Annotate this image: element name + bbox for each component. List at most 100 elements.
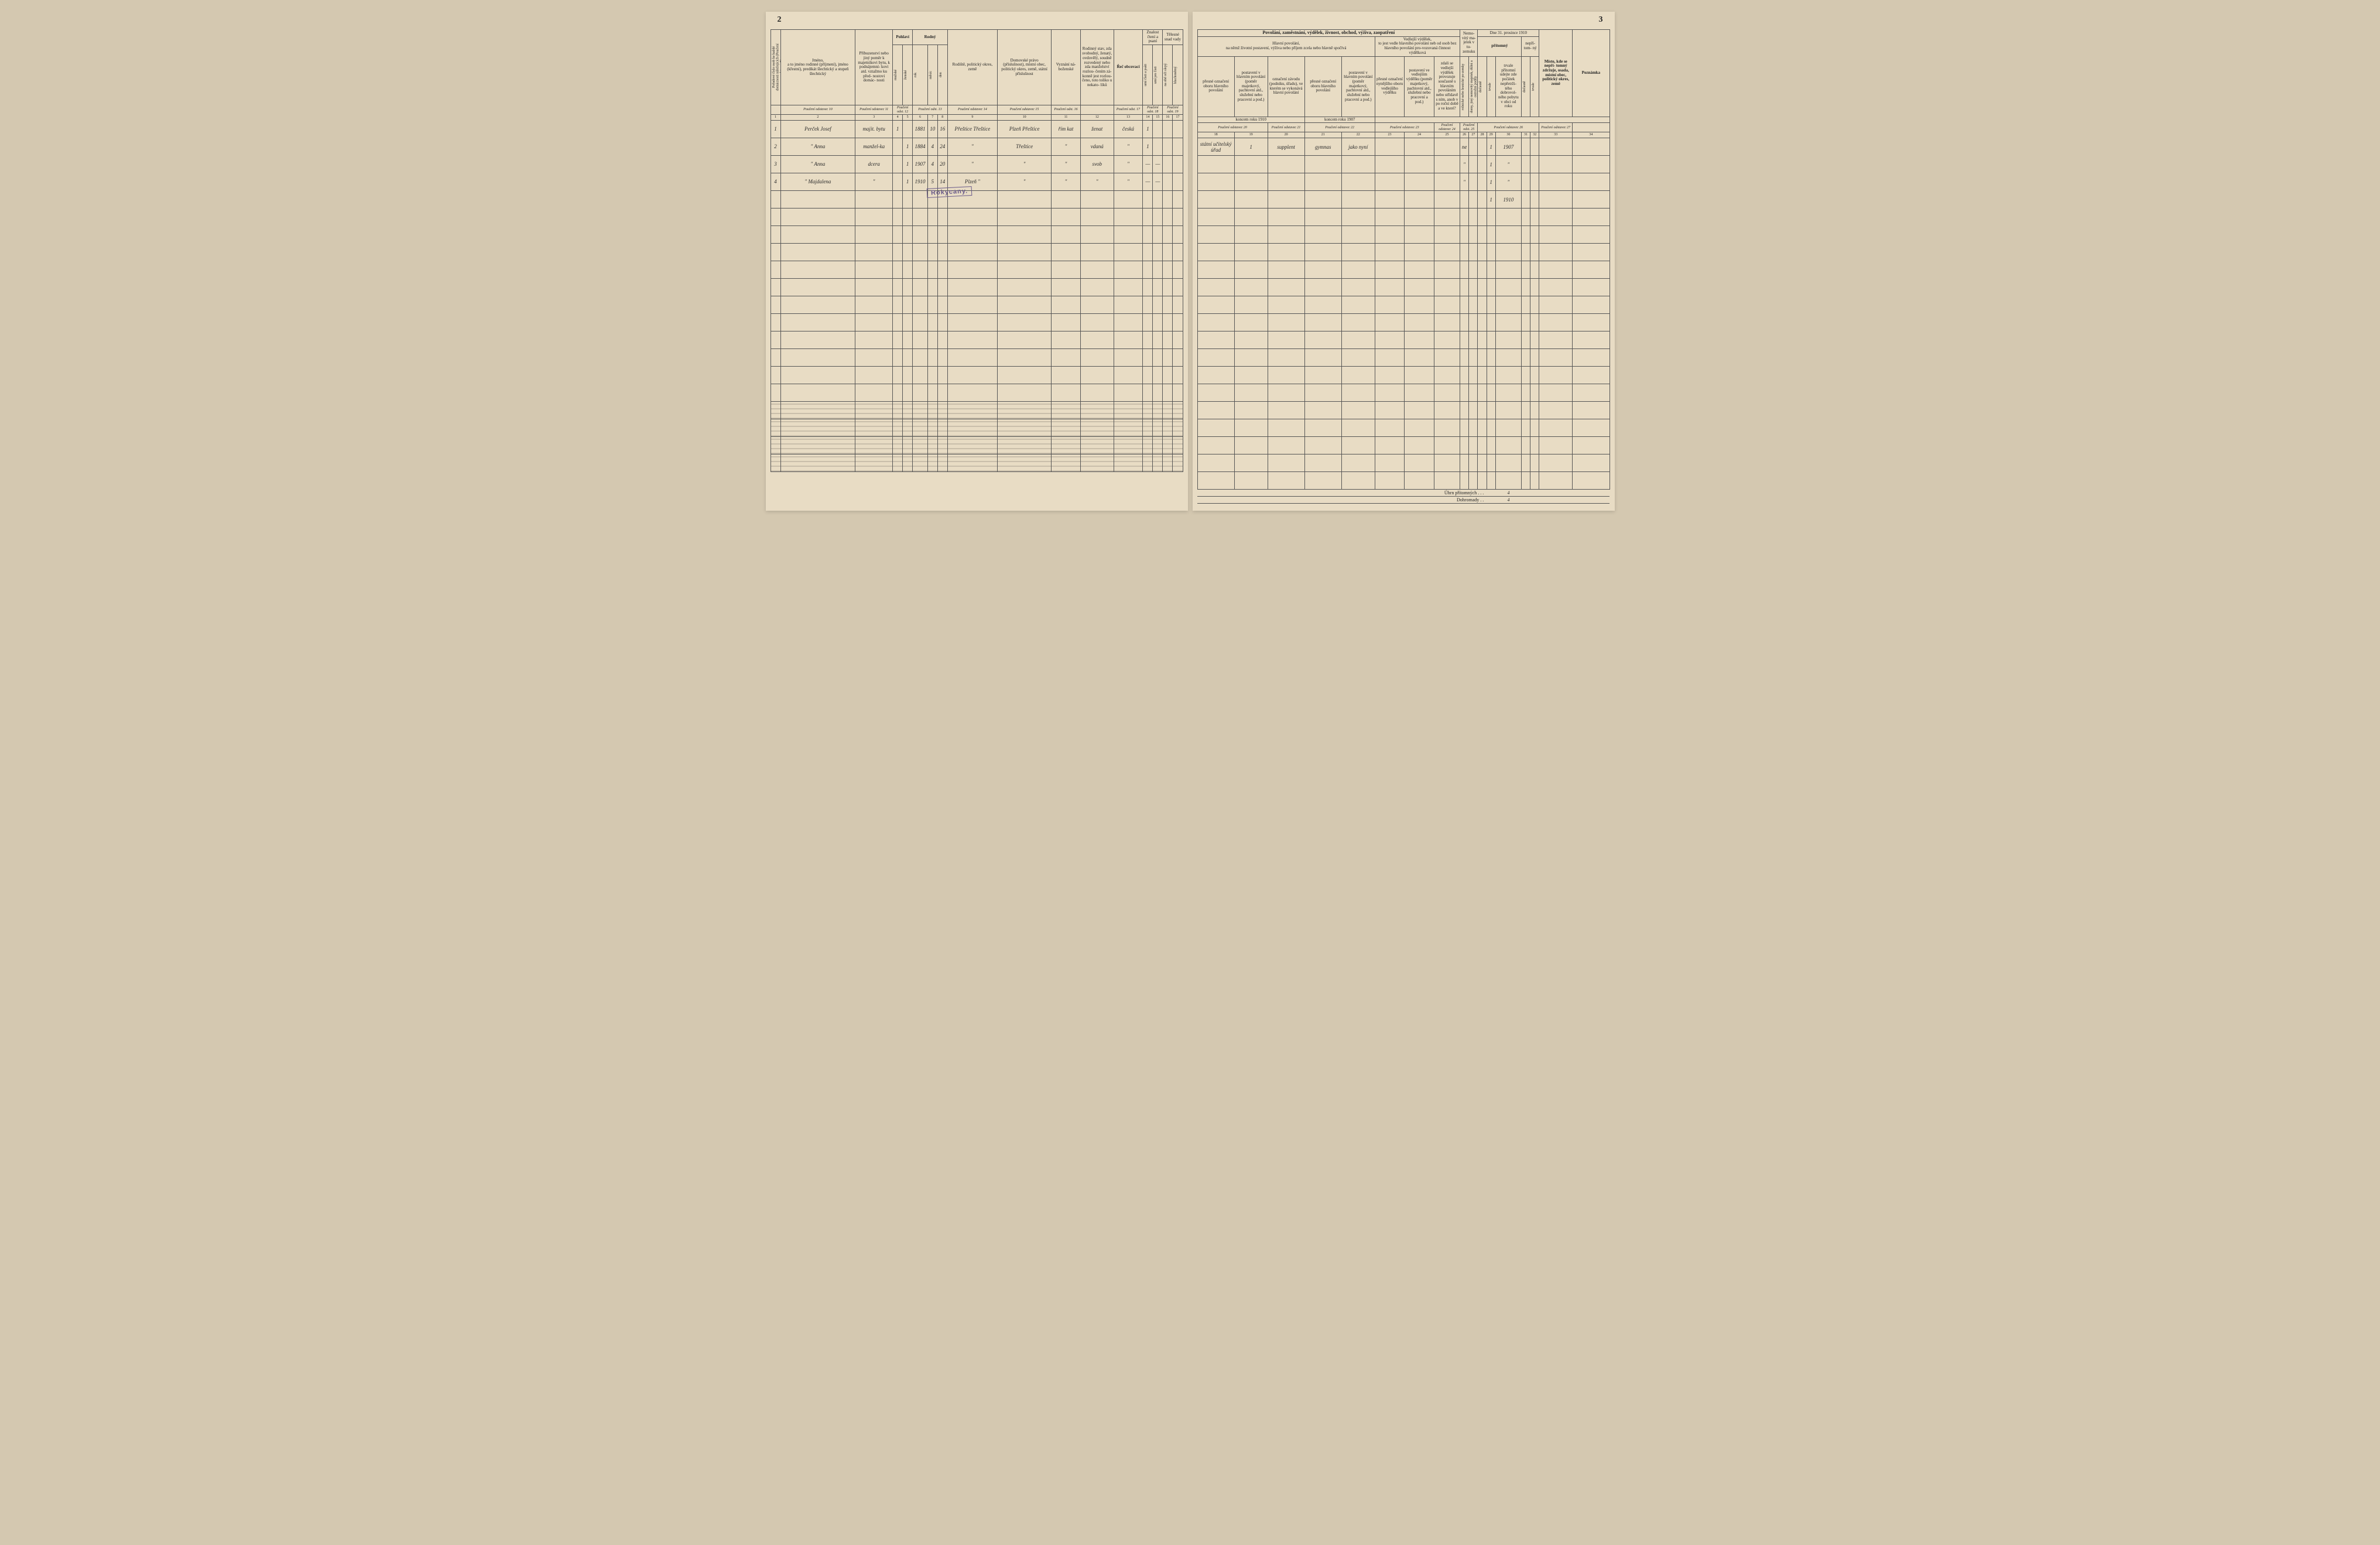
cell [1375,173,1405,191]
cell [1460,454,1469,472]
cell [1341,472,1375,490]
table-row [770,384,1183,401]
cell [1573,173,1610,191]
cell [1521,138,1530,156]
cell [1521,367,1530,384]
cell [1268,226,1304,244]
cell [770,225,780,243]
cell [780,384,855,401]
cell [1173,155,1183,173]
cell [1268,208,1304,226]
cell: — [1143,173,1153,190]
cell [1469,138,1478,156]
cell [1114,208,1143,225]
cell [1080,384,1114,401]
table-row: 2" Annamanžel-ka11884424"Třeštice"vdaná"… [770,138,1183,155]
cell [855,384,893,401]
cell [1487,367,1495,384]
instr-12: Poučení odst. 12 [893,105,913,115]
cell [1268,191,1304,208]
hdr-c18: přesné označení oboru hlavního povolání [1197,56,1234,117]
cell [1052,243,1081,261]
cell: Přeštice Třeštice [947,120,997,138]
cell [937,243,947,261]
instr-26: Poučení odstavec 26 [1478,123,1539,132]
cell [1530,402,1539,419]
hdr-trv2: trvale [1532,57,1536,116]
hdr-k1910: koncem roku 1910 [1197,117,1304,123]
cell [1375,191,1405,208]
cell [1478,437,1487,454]
col-num: 2 [780,115,855,121]
cell [1173,331,1183,348]
cell: Perček Josef [780,120,855,138]
table-row [770,190,1183,208]
cell [1234,454,1268,472]
cell: supplent [1268,138,1304,156]
cell [1539,173,1573,191]
cell [1304,191,1341,208]
cell [1495,279,1521,296]
cell [903,225,913,243]
cell [903,120,913,138]
left-page: 2 Pořadové číslo osob ke každé domácnost… [766,12,1188,511]
cell [1478,226,1487,244]
cell [1478,472,1487,490]
cell [1521,384,1530,402]
cell [1539,244,1573,261]
cell [1375,208,1405,226]
cell [1375,331,1405,349]
cell [1434,156,1460,173]
cell [913,436,928,454]
cell [1153,454,1163,471]
cell [913,454,928,471]
cell [1539,138,1573,156]
cell [997,313,1051,331]
cell: 10 [927,120,937,138]
col-num: 6 [913,115,928,121]
cell [1234,384,1268,402]
cell [1375,279,1405,296]
cell [1521,349,1530,367]
cell [1143,261,1153,278]
cell [893,348,903,366]
cell [1052,366,1081,384]
cell [927,296,937,313]
hdr-c20: označení závodu (podniku, úřadu), ve kte… [1268,56,1304,117]
cell [1434,384,1460,402]
cell [1487,419,1495,437]
cell [1163,261,1173,278]
cell [1460,314,1469,331]
table-row [770,331,1183,348]
cell [1469,191,1478,208]
cell [1521,279,1530,296]
cell [937,401,947,419]
cell [770,366,780,384]
cell [937,296,947,313]
cell [1163,225,1173,243]
cell [1114,454,1143,471]
cell [1163,190,1173,208]
dohro-label: Dohromady . . [1197,497,1495,504]
cell: " Anna [780,138,855,155]
cell [1268,296,1304,314]
cell [1487,402,1495,419]
cell: — [1153,173,1163,190]
hdr-prib: Příbuzenství nebo jiný poměr k majetníko… [855,30,893,105]
cell [1530,173,1539,191]
cell [770,331,780,348]
cell [1487,226,1495,244]
cell [1197,367,1234,384]
cell [937,208,947,225]
cell [1539,279,1573,296]
cell [1539,226,1573,244]
cell [947,436,997,454]
cell [1521,173,1530,191]
cell [1153,243,1163,261]
cell [770,419,780,436]
cell [1143,454,1153,471]
cell [780,401,855,419]
cell [1234,402,1268,419]
table-row [1197,419,1610,437]
cell [1405,261,1434,279]
